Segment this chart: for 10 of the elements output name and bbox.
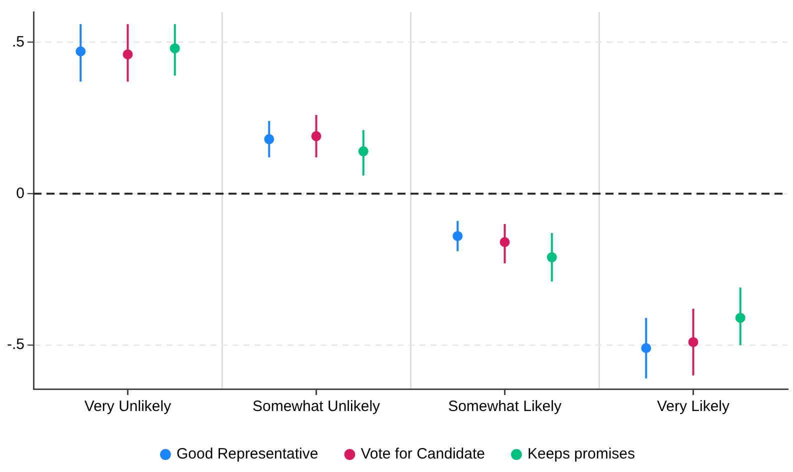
legend-label: Vote for Candidate [360,446,485,463]
legend-label: Keeps promises [527,446,636,463]
x-tick-label: Somewhat Likely [448,398,562,416]
x-tick-label: Very Unlikely [84,398,172,416]
x-tick-label: Somewhat Unlikely [252,398,381,416]
legend-label: Good Representative [176,446,318,463]
x-tick-label: Very Likely [656,398,730,416]
y-tick-label: .5 [12,33,25,50]
y-tick-label: -.5 [6,336,25,354]
y-tick-label: 0 [16,184,25,202]
